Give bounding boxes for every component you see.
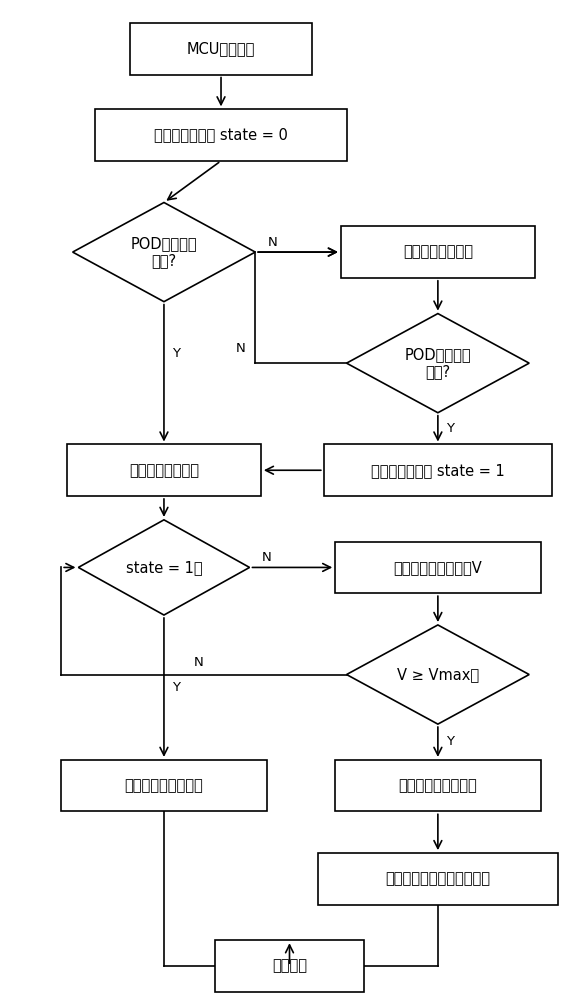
Text: POD检测电源
有电?: POD检测电源 有电? bbox=[131, 236, 197, 268]
FancyBboxPatch shape bbox=[61, 760, 267, 811]
Polygon shape bbox=[347, 314, 529, 413]
Text: 进入掉电工作模式: 进入掉电工作模式 bbox=[403, 245, 473, 260]
FancyBboxPatch shape bbox=[130, 23, 312, 75]
Text: Y: Y bbox=[446, 422, 455, 435]
Text: V ≥ Vmax？: V ≥ Vmax？ bbox=[397, 667, 479, 682]
FancyBboxPatch shape bbox=[324, 444, 552, 496]
Polygon shape bbox=[72, 202, 255, 302]
Text: 超级电容器连接正常: 超级电容器连接正常 bbox=[124, 778, 203, 793]
Text: 计算超级电容器电压V: 计算超级电容器电压V bbox=[394, 560, 482, 575]
Text: N: N bbox=[236, 342, 246, 355]
Text: POD检测电源
上电?: POD检测电源 上电? bbox=[405, 347, 471, 379]
FancyBboxPatch shape bbox=[318, 853, 558, 905]
Text: N: N bbox=[267, 236, 277, 249]
Polygon shape bbox=[347, 625, 529, 724]
Text: 进入上电工作模式: 进入上电工作模式 bbox=[129, 463, 199, 478]
FancyBboxPatch shape bbox=[215, 940, 364, 992]
Text: 检测结束: 检测结束 bbox=[272, 959, 307, 974]
FancyBboxPatch shape bbox=[335, 760, 541, 811]
Text: 超级电容器连接故障: 超级电容器连接故障 bbox=[398, 778, 477, 793]
FancyBboxPatch shape bbox=[341, 226, 535, 278]
Text: 清掉电运行标识 state = 0: 清掉电运行标识 state = 0 bbox=[154, 128, 288, 143]
Text: Y: Y bbox=[173, 681, 181, 694]
Text: 记录事件，并发出故障指示: 记录事件，并发出故障指示 bbox=[386, 871, 490, 886]
Text: state = 1？: state = 1？ bbox=[126, 560, 202, 575]
Text: Y: Y bbox=[446, 735, 455, 748]
Text: N: N bbox=[193, 656, 203, 669]
Polygon shape bbox=[78, 520, 250, 615]
Text: 置掉电运行标识 state = 1: 置掉电运行标识 state = 1 bbox=[371, 463, 505, 478]
Text: N: N bbox=[262, 551, 272, 564]
Text: Y: Y bbox=[173, 347, 181, 360]
FancyBboxPatch shape bbox=[96, 109, 347, 161]
Text: MCU上电复位: MCU上电复位 bbox=[187, 41, 255, 56]
FancyBboxPatch shape bbox=[335, 542, 541, 593]
FancyBboxPatch shape bbox=[67, 444, 261, 496]
